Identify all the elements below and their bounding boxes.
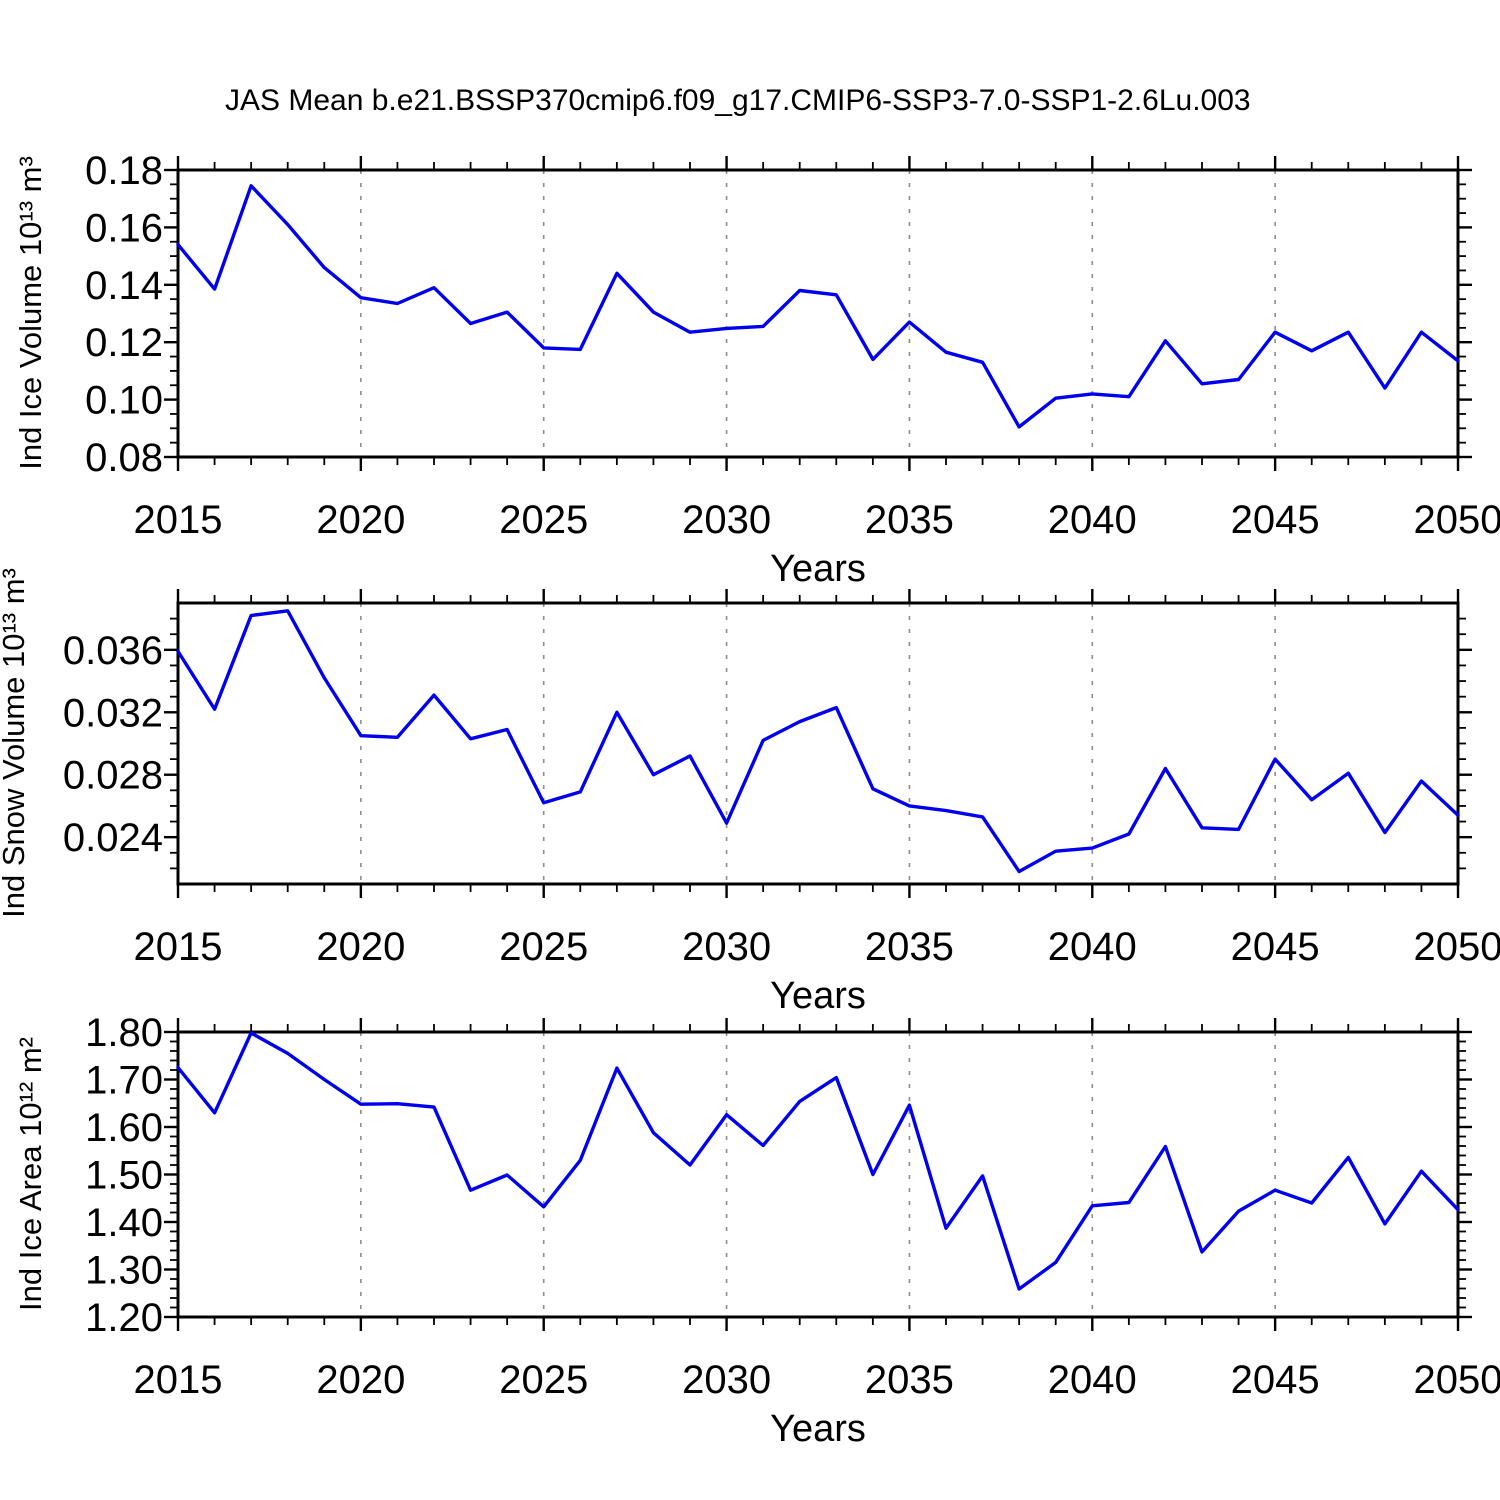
x-tick-label: 2035 <box>865 1358 954 1402</box>
y-tick-label: 0.14 <box>85 264 163 308</box>
x-tick-label: 2015 <box>134 498 223 542</box>
y-tick-label: 0.10 <box>85 379 163 423</box>
y-tick-label: 0.18 <box>85 149 163 193</box>
x-tick-label: 2050 <box>1414 498 1500 542</box>
x-tick-label: 2035 <box>865 498 954 542</box>
x-tick-label: 2030 <box>682 1358 771 1402</box>
x-tick-label: 2040 <box>1048 498 1137 542</box>
x-axis-label-years-2: Years <box>770 975 866 1017</box>
y-tick-label: 1.20 <box>85 1296 163 1340</box>
data-line-ice-area <box>176 1031 1460 1291</box>
y-tick-label: 1.80 <box>85 1011 163 1055</box>
y-tick-label: 1.70 <box>85 1059 163 1103</box>
x-tick-label: 2040 <box>1048 925 1137 969</box>
y-axis-label-ice-volume: Ind Ice Volume 10¹³ m³ <box>13 156 48 470</box>
x-tick-label: 2020 <box>316 925 405 969</box>
y-tick-label: 0.12 <box>85 321 163 365</box>
y-tick-label: 1.60 <box>85 1106 163 1150</box>
y-tick-label: 1.30 <box>85 1249 163 1293</box>
x-tick-label: 2025 <box>499 498 588 542</box>
y-tick-label: 1.50 <box>85 1154 163 1198</box>
plot-frame <box>176 601 1460 886</box>
y-tick-label: 0.08 <box>85 436 163 480</box>
plot-frame <box>176 1030 1460 1319</box>
x-tick-label: 2025 <box>499 1358 588 1402</box>
x-tick-label: 2050 <box>1414 1358 1500 1402</box>
x-tick-label: 2030 <box>682 498 771 542</box>
plot-frame <box>176 168 1460 459</box>
y-tick-label: 1.40 <box>85 1201 163 1245</box>
x-axis-label-years-1: Years <box>770 548 866 590</box>
y-tick-label: 0.032 <box>63 691 163 735</box>
x-tick-label: 2020 <box>316 1358 405 1402</box>
data-line-ice-volume <box>176 184 1460 429</box>
y-axis-label-snow-volume: Ind Snow Volume 10¹³ m³ <box>0 568 31 918</box>
x-tick-label: 2020 <box>316 498 405 542</box>
y-tick-label: 0.036 <box>63 629 163 673</box>
x-tick-label: 2035 <box>865 925 954 969</box>
x-tick-label: 2015 <box>134 1358 223 1402</box>
y-tick-label: 0.16 <box>85 206 163 250</box>
x-tick-label: 2045 <box>1231 1358 1320 1402</box>
y-tick-label: 0.028 <box>63 754 163 798</box>
x-tick-label: 2025 <box>499 925 588 969</box>
x-tick-label: 2015 <box>134 925 223 969</box>
x-tick-label: 2045 <box>1231 498 1320 542</box>
y-axis-label-ice-area: Ind Ice Area 10¹² m² <box>13 1037 48 1311</box>
x-tick-label: 2030 <box>682 925 771 969</box>
chart-title: JAS Mean b.e21.BSSP370cmip6.f09_g17.CMIP… <box>225 84 1251 117</box>
x-tick-label: 2045 <box>1231 925 1320 969</box>
y-tick-label: 0.024 <box>63 816 163 860</box>
x-axis-label-years-3: Years <box>770 1408 866 1450</box>
x-tick-label: 2040 <box>1048 1358 1137 1402</box>
data-line-snow-volume <box>176 609 1460 874</box>
x-tick-label: 2050 <box>1414 925 1500 969</box>
